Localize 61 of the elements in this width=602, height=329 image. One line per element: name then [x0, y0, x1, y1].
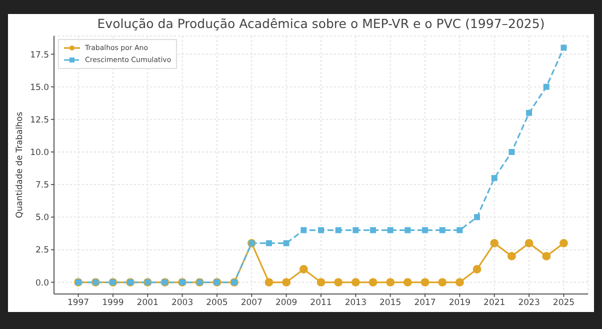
point — [508, 148, 515, 155]
y-tick-label: 5.0 — [35, 213, 49, 224]
y-tick-label: 10.0 — [30, 148, 49, 158]
point — [404, 227, 411, 234]
point — [300, 227, 307, 234]
y-tick-label: 15.0 — [30, 82, 49, 93]
point — [316, 278, 326, 286]
point — [266, 240, 272, 246]
point — [524, 238, 534, 248]
point — [456, 278, 464, 286]
point — [370, 227, 376, 234]
point — [318, 227, 324, 234]
y-tick-label: 0.0 — [35, 278, 49, 288]
x-tick-label: 2001 — [136, 298, 158, 308]
x-tick-label: 2005 — [206, 298, 228, 308]
y-tick-label: 17.5 — [30, 50, 49, 60]
x-tick-label: 2021 — [484, 298, 506, 308]
point — [351, 278, 360, 286]
point — [283, 240, 290, 246]
x-tick-label: 2015 — [380, 298, 402, 308]
point — [334, 278, 343, 286]
x-tick-label: 2023 — [518, 298, 540, 308]
y-axis-title: Quantidade de Trabalhos — [15, 111, 26, 218]
point — [299, 265, 308, 274]
point — [456, 227, 463, 234]
point — [368, 278, 378, 286]
x-tick-label: 2007 — [240, 298, 262, 308]
point — [282, 278, 291, 286]
x-tick-label: 1997 — [67, 298, 90, 308]
point — [526, 110, 532, 116]
point — [403, 278, 412, 286]
point — [439, 227, 446, 234]
point — [422, 227, 428, 234]
point — [491, 175, 498, 182]
point — [352, 227, 359, 234]
y-tick-label: 12.5 — [30, 115, 49, 126]
y-tick-label: 7.5 — [35, 180, 49, 191]
point — [560, 238, 568, 248]
point — [560, 44, 567, 51]
x-tick-label: 2003 — [171, 298, 194, 308]
point — [420, 278, 430, 286]
chart-title: Evolução da Produção Acadêmica sobre o MEP-VR e o PVC (1997–2025) — [96, 16, 546, 31]
x-tick-label: 1999 — [102, 298, 124, 308]
point — [386, 278, 395, 286]
y-tick-label: 2.5 — [35, 246, 49, 256]
x-tick-label: 2025 — [552, 298, 575, 308]
point — [490, 238, 499, 248]
point — [472, 265, 482, 274]
point — [474, 214, 480, 220]
point — [542, 252, 551, 260]
x-tick-label: 2019 — [448, 298, 471, 308]
point — [508, 252, 516, 260]
x-tick-label: 2009 — [276, 298, 298, 308]
x-tick-label: 2011 — [310, 298, 332, 308]
point — [543, 84, 550, 90]
point — [438, 278, 447, 286]
x-tick-label: 2017 — [414, 298, 436, 308]
point — [335, 227, 342, 234]
x-tick-label: 2013 — [344, 298, 366, 308]
point — [264, 278, 274, 286]
point — [387, 227, 394, 234]
